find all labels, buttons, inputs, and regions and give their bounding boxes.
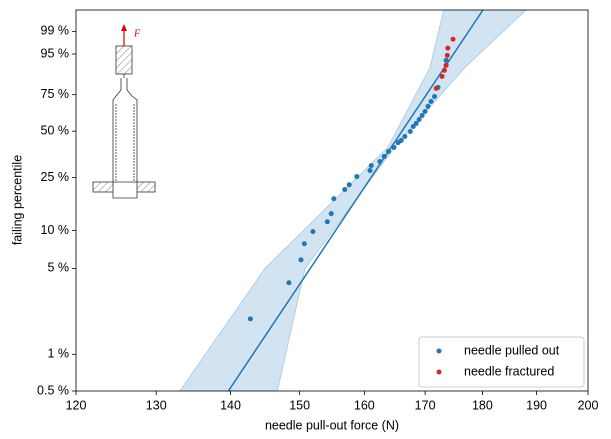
y-tick-label: 0.5 % [37, 383, 69, 397]
axes-frame [75, 9, 589, 392]
legend-box [418, 336, 585, 388]
point [310, 229, 316, 235]
point [377, 158, 383, 164]
y-tick-label: 5 % [47, 261, 69, 275]
point [413, 120, 419, 126]
point [367, 168, 373, 174]
x-tick-label: 120 [66, 398, 87, 412]
plot-area [179, 10, 527, 391]
point [441, 67, 447, 73]
point [398, 137, 404, 143]
inset-drawing [92, 24, 156, 199]
x-tick-label: 180 [472, 398, 493, 412]
x-axis-label: needle pull-out force (N) [265, 418, 399, 432]
point [354, 174, 360, 180]
point [439, 73, 445, 79]
point [407, 128, 413, 134]
point [443, 62, 449, 68]
y-tick-label: 10 % [41, 223, 70, 237]
inset-label: F [133, 28, 141, 39]
point [444, 52, 450, 58]
point [428, 98, 434, 104]
x-tick-label: 130 [146, 398, 167, 412]
point [431, 93, 437, 99]
y-axis-label: failing percentile [10, 155, 24, 245]
point [286, 280, 292, 286]
x-tick-label: 200 [578, 398, 599, 412]
point [328, 211, 334, 217]
legend-marker [436, 348, 442, 354]
y-tick-label: 99 % [41, 24, 70, 38]
confidence-band [179, 10, 527, 391]
point [419, 112, 425, 118]
fit-line [227, 10, 484, 391]
point [450, 36, 456, 42]
point [381, 153, 387, 159]
point [402, 133, 408, 139]
point [301, 241, 307, 247]
legend: needle pulled out needle fractured [418, 336, 585, 388]
point [385, 148, 391, 154]
point [324, 219, 330, 225]
y-tick-label: 25 % [41, 170, 70, 184]
y-tick-label: 95 % [41, 46, 70, 60]
x-tick-label: 170 [415, 398, 436, 412]
point [331, 196, 337, 202]
x-tick-label: 150 [289, 398, 310, 412]
legend-marker [436, 369, 442, 375]
y-tick-label: 1 % [47, 347, 69, 361]
y-tick-label: 75 % [41, 87, 70, 101]
point [433, 85, 439, 91]
point [368, 163, 374, 169]
legend-label: needle fractured [464, 364, 554, 378]
point [342, 186, 348, 192]
y-tick-label: 50 % [41, 123, 70, 137]
x-tick-label: 140 [220, 398, 241, 412]
point [445, 45, 451, 51]
point [298, 257, 304, 263]
point [425, 103, 431, 109]
point [346, 182, 352, 188]
x-tick-label: 160 [354, 398, 375, 412]
x-tick-label: 190 [526, 398, 547, 412]
point [410, 124, 416, 130]
point [247, 316, 253, 322]
point [422, 108, 428, 114]
legend-label: needle pulled out [464, 343, 560, 357]
point [416, 117, 422, 123]
point [443, 57, 449, 63]
point [391, 144, 397, 150]
